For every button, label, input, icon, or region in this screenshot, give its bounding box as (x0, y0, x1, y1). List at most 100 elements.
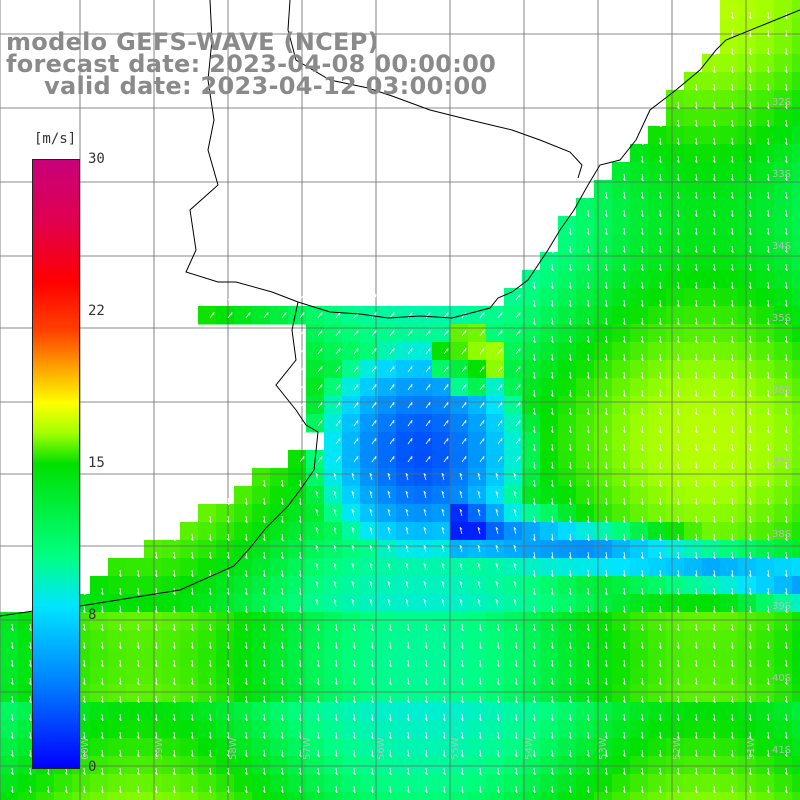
wind-arrow-head (730, 772, 734, 776)
wind-arrow-head (154, 700, 158, 704)
wind-arrow (785, 191, 788, 199)
wind-speed-cell (252, 486, 271, 505)
wind-speed-cell (180, 630, 199, 649)
wind-speed-cell (504, 504, 523, 523)
wind-arrow (227, 785, 230, 793)
wind-arrow-head (244, 502, 248, 506)
wind-speed-cell (666, 774, 685, 793)
wind-arrow (495, 563, 499, 571)
colorbar-tick-8: 8 (88, 607, 97, 623)
wind-speed-cell (378, 576, 397, 595)
wind-arrow-head (676, 502, 680, 506)
wind-arrow (173, 785, 176, 793)
wind-speed-cell (540, 576, 559, 595)
wind-arrow (11, 695, 14, 703)
wind-arrow-head (280, 556, 284, 560)
wind-arrow (29, 659, 32, 667)
wind-arrow (389, 419, 395, 427)
wind-arrow-head (676, 286, 680, 290)
wind-arrow-head (784, 718, 788, 722)
wind-arrow-head (748, 214, 752, 218)
wind-arrow (281, 515, 284, 523)
wind-speed-cell (666, 684, 685, 703)
wind-arrow (83, 731, 86, 739)
wind-speed-cell (558, 540, 577, 559)
wind-speed-cell (432, 612, 451, 631)
wind-speed-cell (162, 612, 181, 631)
wind-arrow-head (496, 736, 500, 740)
wind-speed-cell (774, 522, 793, 541)
wind-speed-cell (198, 684, 217, 703)
wind-speed-cell (540, 738, 559, 757)
wind-speed-cell (144, 594, 163, 613)
wind-arrow-head (748, 628, 752, 632)
wind-speed-cell (450, 414, 469, 433)
wind-arrow-head (478, 736, 482, 740)
wind-speed-cell (720, 612, 739, 631)
wind-arrow-head (262, 484, 266, 488)
wind-arrow (479, 623, 482, 631)
wind-arrow (497, 311, 503, 319)
wind-speed-cell (576, 504, 595, 523)
wind-arrow (515, 365, 521, 373)
wind-speed-cell (0, 630, 19, 649)
wind-arrow-head (676, 160, 680, 164)
wind-speed-cell (558, 702, 577, 721)
wind-arrow-head (676, 466, 680, 470)
wind-arrow-head (334, 682, 338, 686)
wind-arrow-head (298, 736, 302, 740)
wind-speed-cell (486, 540, 505, 559)
wind-speed-cell (756, 684, 775, 703)
wind-arrow-head (262, 520, 266, 524)
wind-speed-cell (432, 324, 451, 343)
wind-arrow (173, 533, 176, 541)
wind-arrow (497, 623, 500, 631)
wind-speed-cell (486, 648, 505, 667)
wind-speed-cell (684, 522, 703, 541)
wind-speed-cell (360, 756, 379, 775)
wind-arrow-head (586, 304, 590, 308)
wind-arrow (425, 419, 431, 427)
wind-arrow-head (730, 520, 734, 524)
wind-speed-cell (252, 702, 271, 721)
wind-arrow (605, 461, 608, 469)
wind-arrow (101, 605, 104, 613)
wind-arrow (551, 731, 554, 739)
wind-arrow-head (298, 664, 302, 668)
wind-arrow-head (622, 628, 626, 632)
wind-arrow (29, 641, 32, 649)
wind-speed-cell (756, 270, 775, 289)
wind-arrow (191, 695, 194, 703)
wind-speed-cell (720, 324, 739, 343)
wind-arrow (209, 749, 212, 757)
wind-speed-cell (126, 576, 145, 595)
wind-speed-cell (504, 486, 523, 505)
wind-speed-cell (720, 684, 739, 703)
wind-arrow-head (676, 376, 680, 380)
wind-arrow (479, 767, 482, 775)
wind-arrow-head (640, 520, 644, 524)
wind-speed-cell (108, 576, 127, 595)
wind-arrow (677, 785, 680, 793)
wind-speed-cell (774, 72, 793, 91)
wind-speed-cell (702, 432, 721, 451)
wind-speed-cell (630, 594, 649, 613)
wind-arrow (245, 767, 248, 775)
wind-speed-cell (612, 648, 631, 667)
wind-speed-cell (324, 486, 343, 505)
wind-arrow (317, 311, 323, 319)
wind-arrow (659, 461, 662, 469)
wind-arrow (407, 749, 410, 757)
wind-arrow-head (568, 412, 572, 416)
wind-speed-cell (666, 180, 685, 199)
wind-arrow (533, 659, 536, 667)
wind-arrow (423, 563, 427, 571)
wind-arrow-head (712, 286, 716, 290)
wind-arrow-head (441, 509, 445, 512)
wind-arrow (407, 641, 410, 649)
wind-arrow (533, 407, 536, 415)
wind-arrow-head (766, 628, 770, 632)
wind-arrow-head (766, 700, 770, 704)
wind-arrow (695, 209, 698, 217)
wind-arrow (459, 563, 463, 571)
